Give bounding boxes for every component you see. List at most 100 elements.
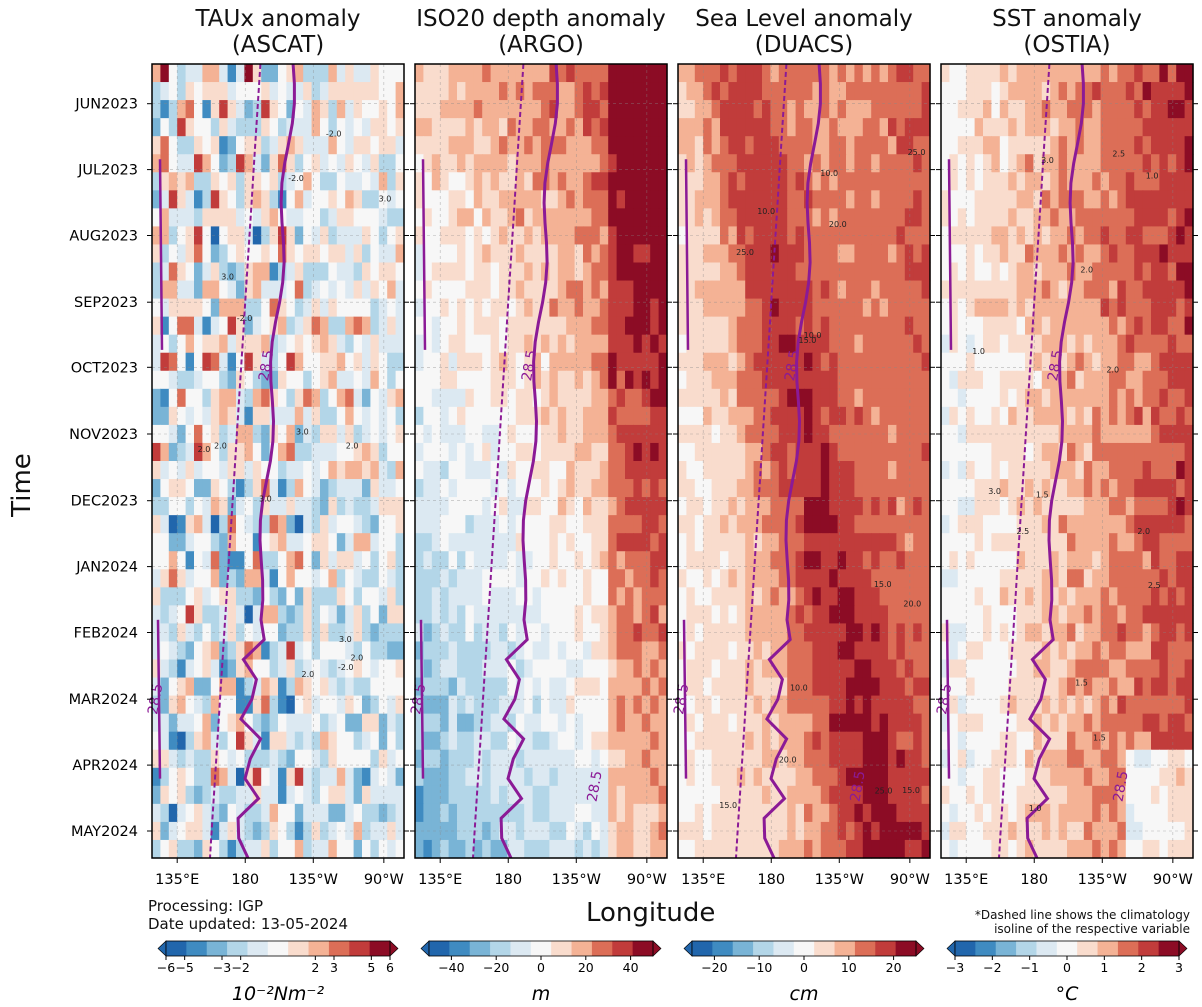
heatmap-cell [378,226,388,246]
heatmap-cell [168,821,178,841]
heatmap-cell [515,388,525,408]
heatmap-cell [252,803,262,823]
heatmap-cell [862,154,872,173]
heatmap-cell [566,64,576,83]
heatmap-cell [862,767,872,787]
heatmap-cell [219,424,229,444]
heatmap-cell [778,424,788,444]
heatmap-cell [1016,136,1026,155]
heatmap-cell [949,334,959,354]
heatmap-cell [641,118,651,137]
heatmap-cell [846,551,855,570]
heatmap-cell [608,208,618,228]
heatmap-cell [202,406,212,426]
heatmap-cell [168,424,178,444]
heatmap-cell [336,569,346,588]
heatmap-cell [686,370,696,390]
heatmap-cell [311,334,321,354]
heatmap-cell [278,785,287,805]
heatmap-cell [583,515,592,534]
heatmap-cell [490,677,500,697]
heatmap-cell [320,713,329,733]
heatmap-cell [362,749,371,769]
heatmap-cell [185,280,195,300]
heatmap-cell [711,749,721,769]
heatmap-cell [490,569,500,588]
heatmap-cell [269,713,279,733]
heatmap-cell [566,641,576,661]
heatmap-cell [294,821,304,841]
heatmap-cell [745,551,755,570]
heatmap-cell [378,821,388,841]
heatmap-cell [804,298,813,318]
heatmap-cell [904,334,914,354]
heatmap-cell [795,641,805,661]
heatmap-cell [152,64,161,83]
heatmap-cell [152,569,161,588]
heatmap-cell [499,461,508,480]
heatmap-cell [465,154,475,173]
heatmap-cell [252,713,262,733]
heatmap-cell [913,587,923,606]
heatmap-cell [1134,424,1144,444]
heatmap-cell [694,677,704,697]
heatmap-cell [261,316,271,336]
heatmap-cell [753,154,763,173]
heatmap-cell [871,731,881,751]
heatmap-cell [152,244,161,264]
heatmap-cell [591,785,601,805]
heatmap-cell [515,334,525,354]
heatmap-cell [974,154,984,173]
heatmap-cell [599,82,609,101]
heatmap-cell [515,767,525,787]
heatmap-cell [320,785,329,805]
heatmap-cell [591,461,601,480]
heatmap-cell [423,587,433,606]
heatmap-cell [896,82,906,101]
heatmap-cell [778,839,788,859]
heatmap-cell [490,461,500,480]
heatmap-cell [336,442,346,462]
heatmap-cell [448,64,458,83]
heatmap-cell [1134,118,1144,137]
heatmap-cell [583,280,592,300]
heatmap-cell [490,641,500,661]
heatmap-cell [236,136,245,155]
heatmap-cell [194,749,203,769]
heatmap-cell [320,82,329,101]
heatmap-cell [499,154,508,173]
heatmap-cell [711,551,721,570]
heatmap-cell [370,569,380,588]
heatmap-cell [812,208,822,228]
heatmap-cell [378,82,388,101]
heatmap-cell [482,406,492,426]
heatmap-cell [541,569,550,588]
heatmap-cell [762,515,771,534]
heatmap-cell [490,785,500,805]
heatmap-cell [1151,136,1160,155]
heatmap-cell [168,190,178,209]
heatmap-cell [252,136,262,155]
heatmap-cell [532,767,542,787]
heatmap-cell [1083,172,1093,191]
heatmap-cell [524,154,534,173]
heatmap-cell [762,136,771,155]
heatmap-cell [362,82,371,101]
heatmap-cell [1159,316,1169,336]
heatmap-cell [303,82,313,101]
heatmap-cell [633,316,643,336]
heatmap-cell [541,533,550,552]
heatmap-cell [762,100,771,119]
heatmap-cell [678,100,687,119]
heatmap-cell [1117,190,1127,209]
heatmap-cell [227,785,237,805]
heatmap-cell [1159,154,1169,173]
heatmap-cell [515,82,525,101]
heatmap-cell [608,497,618,516]
heatmap-cell [210,208,220,228]
heatmap-cell [879,244,889,264]
heatmap-cell [941,406,950,426]
heatmap-cell [499,479,508,498]
heatmap-cell [210,515,220,534]
heatmap-cell [678,713,687,733]
